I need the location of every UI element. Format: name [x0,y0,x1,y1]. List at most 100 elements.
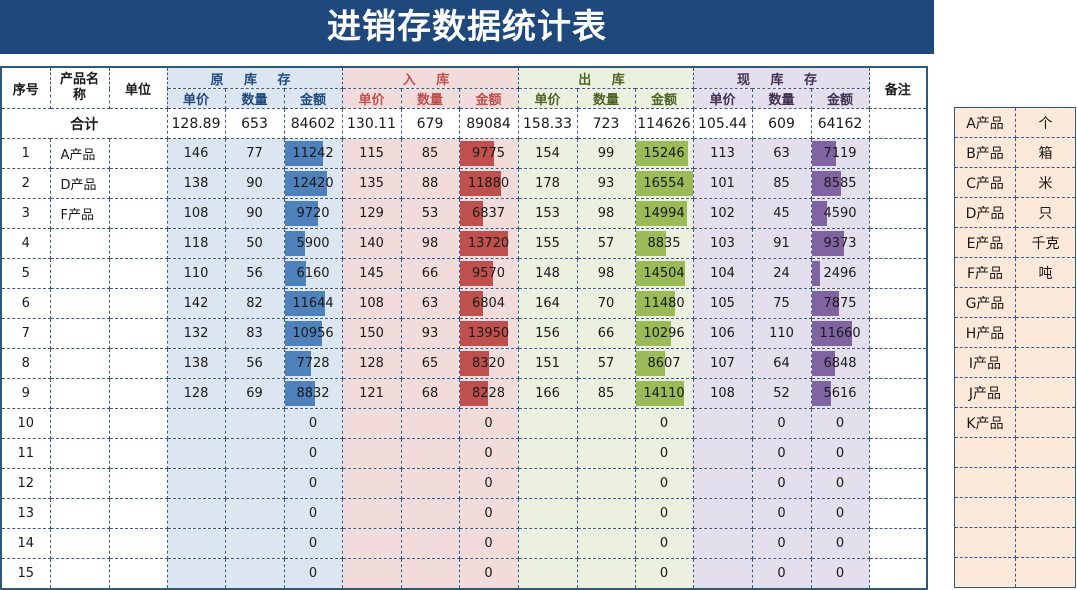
cell-out-qty[interactable]: 57 [576,228,636,259]
cell-current-qty[interactable]: 0 [751,498,812,529]
cell-in-amount[interactable]: 9775 [458,138,519,169]
cell-current-qty[interactable]: 0 [751,528,812,559]
total-original-qty[interactable]: 653 [224,108,285,139]
cell-in-price[interactable] [341,528,402,559]
cell-original-price[interactable]: 110 [166,258,226,289]
cell-in-amount[interactable]: 0 [458,498,519,529]
cell-in-amount[interactable]: 8320 [458,348,519,379]
cell-unit[interactable] [108,138,168,169]
cell-remarks[interactable] [868,138,928,169]
cell-original-amount[interactable]: 0 [283,408,343,439]
cell-original-amount[interactable]: 5900 [283,228,343,259]
cell-out-amount[interactable]: 0 [634,408,694,439]
cell-unit[interactable] [108,318,168,349]
totals-label[interactable]: 合计 [0,108,168,139]
side-product-name[interactable]: A产品 [954,107,1016,138]
cell-product-name[interactable]: A产品 [49,138,110,169]
cell-out-amount[interactable]: 10296 [634,318,694,349]
cell-out-qty[interactable]: 98 [576,198,636,229]
side-product-name[interactable]: E产品 [954,227,1016,258]
cell-seq[interactable]: 5 [0,258,51,289]
cell-product-name[interactable] [49,408,110,439]
cell-current-price[interactable]: 104 [692,258,753,289]
subheader-current-amount[interactable]: 金额 [810,88,870,109]
total-out-amount[interactable]: 114626 [634,108,694,139]
cell-original-qty[interactable]: 56 [224,348,285,379]
cell-original-amount[interactable]: 0 [283,438,343,469]
cell-in-price[interactable]: 140 [341,228,402,259]
cell-current-amount[interactable]: 6848 [810,348,870,379]
cell-original-qty[interactable] [224,558,285,590]
side-product-name[interactable]: C产品 [954,167,1016,198]
cell-out-price[interactable] [517,558,578,590]
cell-current-price[interactable]: 102 [692,198,753,229]
side-product-name[interactable]: B产品 [954,137,1016,168]
cell-remarks[interactable] [868,228,928,259]
cell-out-price[interactable]: 164 [517,288,578,319]
header-remarks[interactable]: 备注 [868,66,928,109]
cell-in-qty[interactable] [400,498,460,529]
cell-in-amount[interactable]: 0 [458,438,519,469]
cell-current-amount[interactable]: 0 [810,498,870,529]
cell-original-qty[interactable] [224,438,285,469]
cell-out-qty[interactable]: 98 [576,258,636,289]
cell-current-qty[interactable]: 24 [751,258,812,289]
cell-unit[interactable] [108,528,168,559]
cell-product-name[interactable] [49,498,110,529]
side-product-name[interactable]: D产品 [954,197,1016,228]
cell-original-qty[interactable]: 83 [224,318,285,349]
cell-original-qty[interactable]: 82 [224,288,285,319]
cell-unit[interactable] [108,378,168,409]
cell-original-price[interactable]: 138 [166,168,226,199]
cell-seq[interactable]: 4 [0,228,51,259]
cell-current-amount[interactable]: 8585 [810,168,870,199]
cell-in-price[interactable] [341,498,402,529]
subheader-original-qty[interactable]: 数量 [224,88,285,109]
cell-product-name[interactable] [49,228,110,259]
cell-out-price[interactable]: 178 [517,168,578,199]
cell-out-qty[interactable] [576,528,636,559]
cell-original-price[interactable]: 118 [166,228,226,259]
cell-original-qty[interactable]: 50 [224,228,285,259]
cell-unit[interactable] [108,408,168,439]
cell-unit[interactable] [108,198,168,229]
side-product-unit[interactable] [1015,437,1076,468]
total-out-price[interactable]: 158.33 [517,108,578,139]
cell-out-price[interactable]: 154 [517,138,578,169]
cell-remarks[interactable] [868,558,928,590]
cell-in-amount[interactable]: 0 [458,408,519,439]
cell-original-amount[interactable]: 0 [283,558,343,590]
cell-original-price[interactable] [166,408,226,439]
header-group-stock-out[interactable]: 出 库 [517,66,694,89]
cell-current-qty[interactable]: 0 [751,408,812,439]
cell-current-price[interactable] [692,438,753,469]
side-product-unit[interactable] [1015,317,1076,348]
cell-current-qty[interactable]: 0 [751,468,812,499]
cell-current-qty[interactable]: 0 [751,558,812,590]
cell-out-qty[interactable]: 85 [576,378,636,409]
cell-out-price[interactable] [517,468,578,499]
cell-current-qty[interactable]: 75 [751,288,812,319]
cell-in-price[interactable]: 129 [341,198,402,229]
cell-unit[interactable] [108,438,168,469]
side-product-name[interactable]: K产品 [954,407,1016,438]
side-product-name[interactable] [954,527,1016,558]
cell-original-price[interactable] [166,528,226,559]
cell-seq[interactable]: 14 [0,528,51,559]
total-remarks[interactable] [868,108,928,139]
cell-out-qty[interactable]: 70 [576,288,636,319]
cell-original-qty[interactable] [224,528,285,559]
cell-current-amount[interactable]: 0 [810,438,870,469]
cell-current-amount[interactable]: 2496 [810,258,870,289]
cell-unit[interactable] [108,558,168,590]
side-product-unit[interactable]: 只 [1015,197,1076,228]
side-product-unit[interactable]: 箱 [1015,137,1076,168]
cell-unit[interactable] [108,288,168,319]
cell-out-amount[interactable]: 8607 [634,348,694,379]
total-in-price[interactable]: 130.11 [341,108,402,139]
cell-product-name[interactable] [49,528,110,559]
cell-current-amount[interactable]: 7875 [810,288,870,319]
total-in-qty[interactable]: 679 [400,108,460,139]
side-product-unit[interactable]: 米 [1015,167,1076,198]
header-group-current-stock[interactable]: 现 库 存 [692,66,870,89]
